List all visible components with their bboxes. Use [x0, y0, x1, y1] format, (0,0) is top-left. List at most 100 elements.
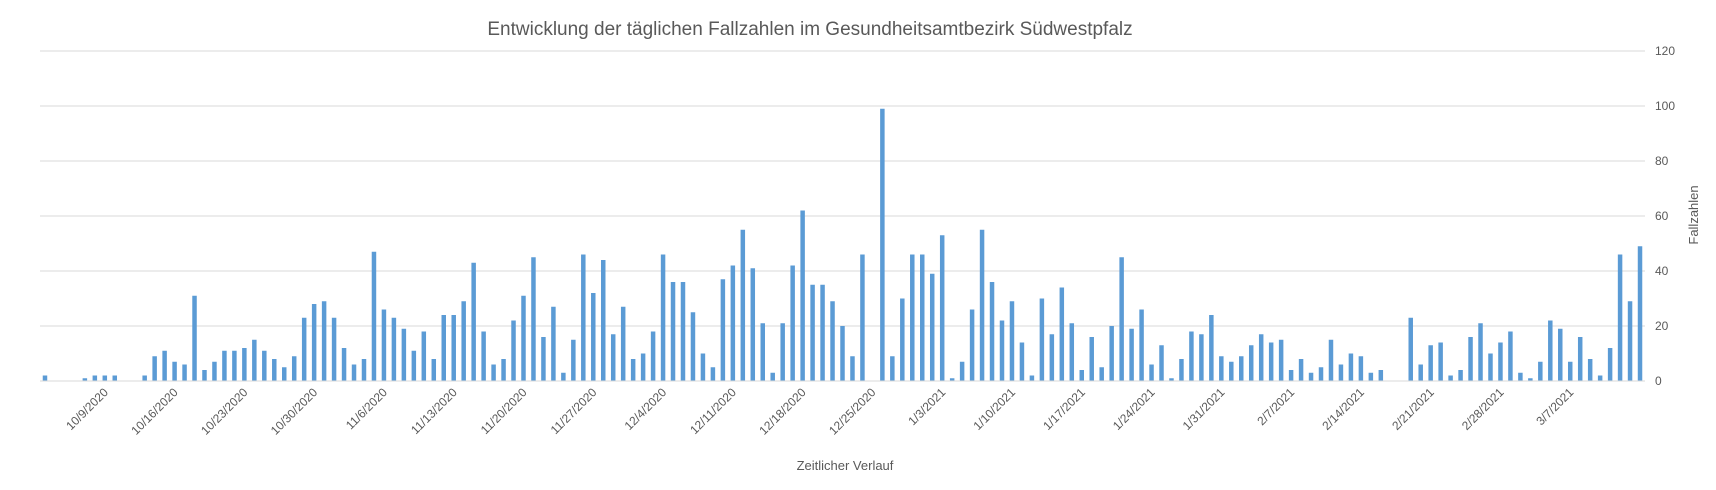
bar [1129, 328, 1134, 381]
bar [511, 320, 516, 381]
bar [1009, 301, 1015, 381]
x-tick-label: 11/27/2020 [548, 385, 600, 437]
y-axis-label: Fallzahlen [1686, 185, 1701, 244]
bar [900, 298, 905, 381]
bar [82, 378, 88, 381]
bar [242, 348, 247, 381]
x-tick-label: 12/18/2020 [756, 385, 809, 438]
bar [610, 334, 616, 381]
bar [1468, 337, 1473, 381]
bar [969, 309, 975, 381]
bar [92, 375, 98, 381]
bar [1059, 287, 1065, 381]
bar [1548, 320, 1553, 381]
bar [1508, 331, 1513, 381]
bar [640, 353, 646, 381]
bar [939, 235, 945, 381]
x-tick-label: 1/17/2021 [1040, 385, 1088, 433]
bar [301, 317, 307, 381]
bar [451, 315, 456, 381]
bar [102, 375, 108, 381]
x-tick-label: 2/21/2021 [1389, 385, 1437, 433]
bar [1268, 342, 1274, 381]
bar [730, 265, 736, 381]
bar [1577, 337, 1583, 381]
bar [311, 304, 317, 381]
bar [680, 282, 686, 381]
bar [1587, 359, 1593, 381]
bar [720, 279, 726, 381]
bar [1278, 339, 1284, 381]
bar [561, 372, 566, 381]
bar [650, 331, 656, 381]
bar [371, 251, 377, 381]
x-tick-label: 1/24/2021 [1110, 385, 1158, 433]
bar [850, 356, 855, 381]
bar [690, 312, 696, 381]
bar [591, 293, 596, 381]
bar [1488, 353, 1493, 381]
bar [1617, 254, 1623, 381]
bar [1288, 370, 1294, 381]
bar [182, 364, 187, 381]
bar [1408, 317, 1413, 381]
bar [601, 260, 606, 381]
y-tick-label: 0 [1655, 374, 1662, 388]
bar [1498, 342, 1503, 381]
bar [1308, 372, 1314, 381]
bar [1109, 326, 1114, 381]
y-tick-label: 60 [1655, 209, 1669, 223]
x-tick-label: 2/28/2021 [1459, 385, 1507, 433]
bar [351, 364, 357, 381]
x-tick-label: 10/9/2020 [63, 385, 111, 433]
x-tick-label: 11/20/2020 [478, 385, 530, 437]
bar [890, 356, 895, 381]
bar [1528, 378, 1533, 381]
x-tick-label: 11/6/2020 [343, 385, 390, 432]
bar [411, 350, 417, 381]
chart-title: Entwicklung der täglichen Fallzahlen im … [487, 19, 1132, 40]
bar [949, 378, 955, 381]
x-tick-label: 10/23/2020 [198, 385, 251, 438]
bar [1418, 364, 1423, 381]
bar [1567, 361, 1573, 381]
bar [291, 356, 297, 381]
bar [1258, 334, 1264, 381]
bar [1248, 345, 1254, 381]
bar [1368, 372, 1374, 381]
bar [192, 295, 197, 381]
bar [401, 328, 407, 381]
bar [1298, 359, 1304, 381]
bar [531, 257, 536, 381]
bar [42, 375, 48, 381]
bar [1099, 367, 1104, 381]
bar [810, 284, 815, 381]
bar [910, 254, 915, 381]
bar [929, 273, 935, 381]
bar [820, 284, 825, 381]
x-tick-label: 12/25/2020 [826, 385, 879, 438]
y-tick-label: 40 [1655, 264, 1669, 278]
bar [1607, 348, 1613, 381]
bar [321, 301, 327, 381]
bar [232, 350, 237, 381]
bar [880, 108, 885, 381]
bar [282, 367, 287, 381]
bar [1159, 345, 1164, 381]
bar [381, 309, 387, 381]
bar [1199, 334, 1204, 381]
bar [252, 339, 257, 381]
bar [112, 375, 118, 381]
bar [361, 359, 367, 381]
bar [800, 210, 805, 381]
bar [202, 370, 207, 381]
bar [431, 359, 437, 381]
bar [521, 295, 526, 381]
bar [1328, 339, 1334, 381]
y-tick-label: 80 [1655, 154, 1669, 168]
bar [1069, 323, 1075, 381]
bar [790, 265, 795, 381]
y-axis-tick-labels: 0 20 40 60 80 100 120 [1655, 44, 1675, 388]
bar [770, 372, 775, 381]
